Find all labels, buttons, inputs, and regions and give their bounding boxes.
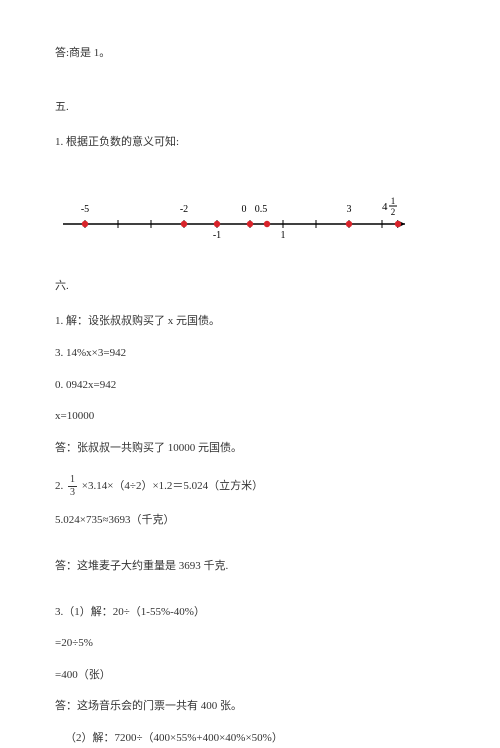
q2-line2: 5.024×735≈3693（千克） <box>55 512 445 530</box>
q1-line4: x=10000 <box>55 408 445 426</box>
q1-answer: 答：张叔叔一共购买了 10000 元国债。 <box>55 440 445 458</box>
svg-text:0.5: 0.5 <box>255 204 268 215</box>
svg-text:3: 3 <box>347 204 352 215</box>
svg-text:1: 1 <box>391 196 396 206</box>
q3-line5: （2）解：7200÷（400×55%+400×40%×50%） <box>55 730 445 748</box>
q2-answer: 答：这堆麦子大约重量是 3693 千克. <box>55 558 445 576</box>
svg-text:-1: -1 <box>213 230 221 241</box>
q3-line1: 3.（1）解：20÷（1-55%-40%） <box>55 604 445 622</box>
q3-line2: =20÷5% <box>55 635 445 653</box>
q2-rest: ×3.14×（4÷2）×1.2＝5.024（立方米） <box>82 480 263 492</box>
q3-line4: 答：这场音乐会的门票一共有 400 张。 <box>55 698 445 716</box>
q1-line2: 3. 14%x×3=942 <box>55 345 445 363</box>
section-5-title: 五. <box>55 99 445 117</box>
svg-text:1: 1 <box>281 230 286 241</box>
q2-prefix: 2. <box>55 480 63 492</box>
q1-line3: 0. 0942x=942 <box>55 377 445 395</box>
svg-text:2: 2 <box>391 207 396 217</box>
svg-text:0: 0 <box>242 204 247 215</box>
fraction-one-third: 1 3 <box>68 475 77 498</box>
svg-text:4: 4 <box>382 201 388 213</box>
section-6-title: 六. <box>55 278 445 296</box>
number-line-diagram: -5-200.53-11412 <box>55 180 445 250</box>
q1-line1: 1. 解：设张叔叔购买了 x 元国债。 <box>55 313 445 331</box>
q3-line3: =400（张） <box>55 667 445 685</box>
q2-line1: 2. 1 3 ×3.14×（4÷2）×1.2＝5.024（立方米） <box>55 475 445 498</box>
answer-top: 答:商是 1。 <box>55 45 445 63</box>
svg-text:-5: -5 <box>81 204 89 215</box>
frac-denominator: 3 <box>68 487 77 498</box>
section-5-line1: 1. 根据正负数的意义可知: <box>55 134 445 152</box>
svg-text:-2: -2 <box>180 204 188 215</box>
frac-numerator: 1 <box>68 475 77 487</box>
